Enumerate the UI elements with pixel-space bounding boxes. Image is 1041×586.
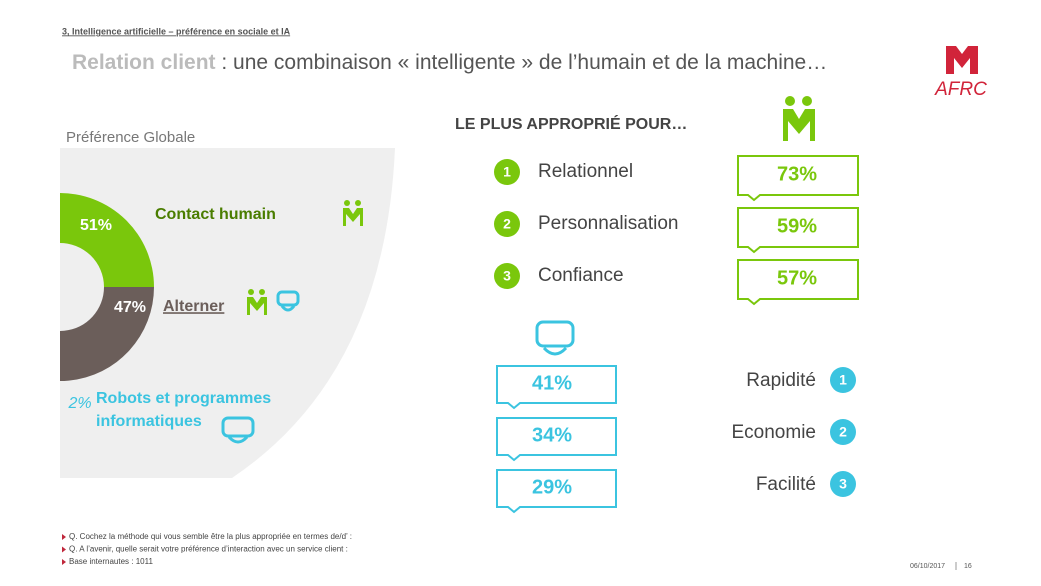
rank-badge (494, 159, 520, 185)
page-number: 16 (964, 563, 972, 570)
data-label: 47% (114, 299, 146, 316)
footnote: Q. A l’avenir, quelle serait votre préfé… (69, 545, 348, 554)
rank-number: 1 (503, 164, 511, 180)
date: 06/10/2017 (910, 563, 945, 570)
rank-label: Facilité (756, 474, 816, 495)
score-box (737, 259, 859, 306)
score: 34% (532, 424, 572, 446)
data-label: 2% (67, 395, 91, 412)
score: 57% (777, 267, 817, 289)
robot-icon (221, 290, 575, 444)
logo-text: AFRC (934, 79, 987, 100)
bullet (62, 546, 66, 553)
breadcrumb: 3, Intelligence artificielle – préférenc… (62, 26, 291, 36)
title-rest: : une combinaison « intelligente » de l’… (216, 51, 828, 74)
rank-number: 2 (839, 424, 847, 440)
rank-badge (830, 471, 856, 497)
rank-badge (494, 263, 520, 289)
rank-label: Economie (732, 422, 817, 443)
rank-number: 2 (503, 216, 511, 232)
score-box (496, 365, 617, 410)
rank-badge (830, 367, 856, 393)
score: 73% (777, 163, 817, 185)
chart-title: Préférence Globale (66, 129, 195, 146)
score-box (496, 469, 617, 514)
title: Relation client : une combinaison « inte… (72, 51, 827, 74)
data-label: 51% (80, 217, 112, 234)
score: 59% (777, 215, 817, 237)
rank-badge (494, 211, 520, 237)
title-highlight: Relation client (72, 51, 216, 74)
footnote: Q. Cochez la méthode qui vous semble êtr… (69, 532, 352, 541)
ranking-title: LE PLUS APPROPRIÉ POUR… (455, 114, 687, 133)
mask (0, 140, 60, 480)
bullet (62, 559, 66, 565)
score: 41% (532, 372, 572, 394)
logo: AFRC (934, 46, 987, 100)
rank-badge (830, 419, 856, 445)
legend-label: Contact humain (155, 206, 276, 223)
score-box (737, 155, 859, 202)
footnote: Base internautes : 1011 (69, 557, 153, 566)
rank-label: Rapidité (746, 370, 816, 391)
legend-label: Robots et programmes informatiques (96, 390, 272, 430)
score-box (496, 417, 617, 462)
human-icon (247, 96, 815, 315)
background-fan (60, 148, 395, 478)
rank-label: Relationnel (538, 161, 633, 182)
legend-label: Alterner (163, 298, 224, 315)
rank-number: 3 (503, 268, 511, 284)
score-box (737, 207, 859, 254)
rank-number: 3 (839, 476, 847, 492)
rank-number: 1 (839, 372, 847, 388)
score: 29% (532, 476, 572, 498)
bullet (62, 534, 66, 540)
rank-label: Confiance (538, 265, 624, 286)
rank-label: Personnalisation (538, 213, 678, 234)
